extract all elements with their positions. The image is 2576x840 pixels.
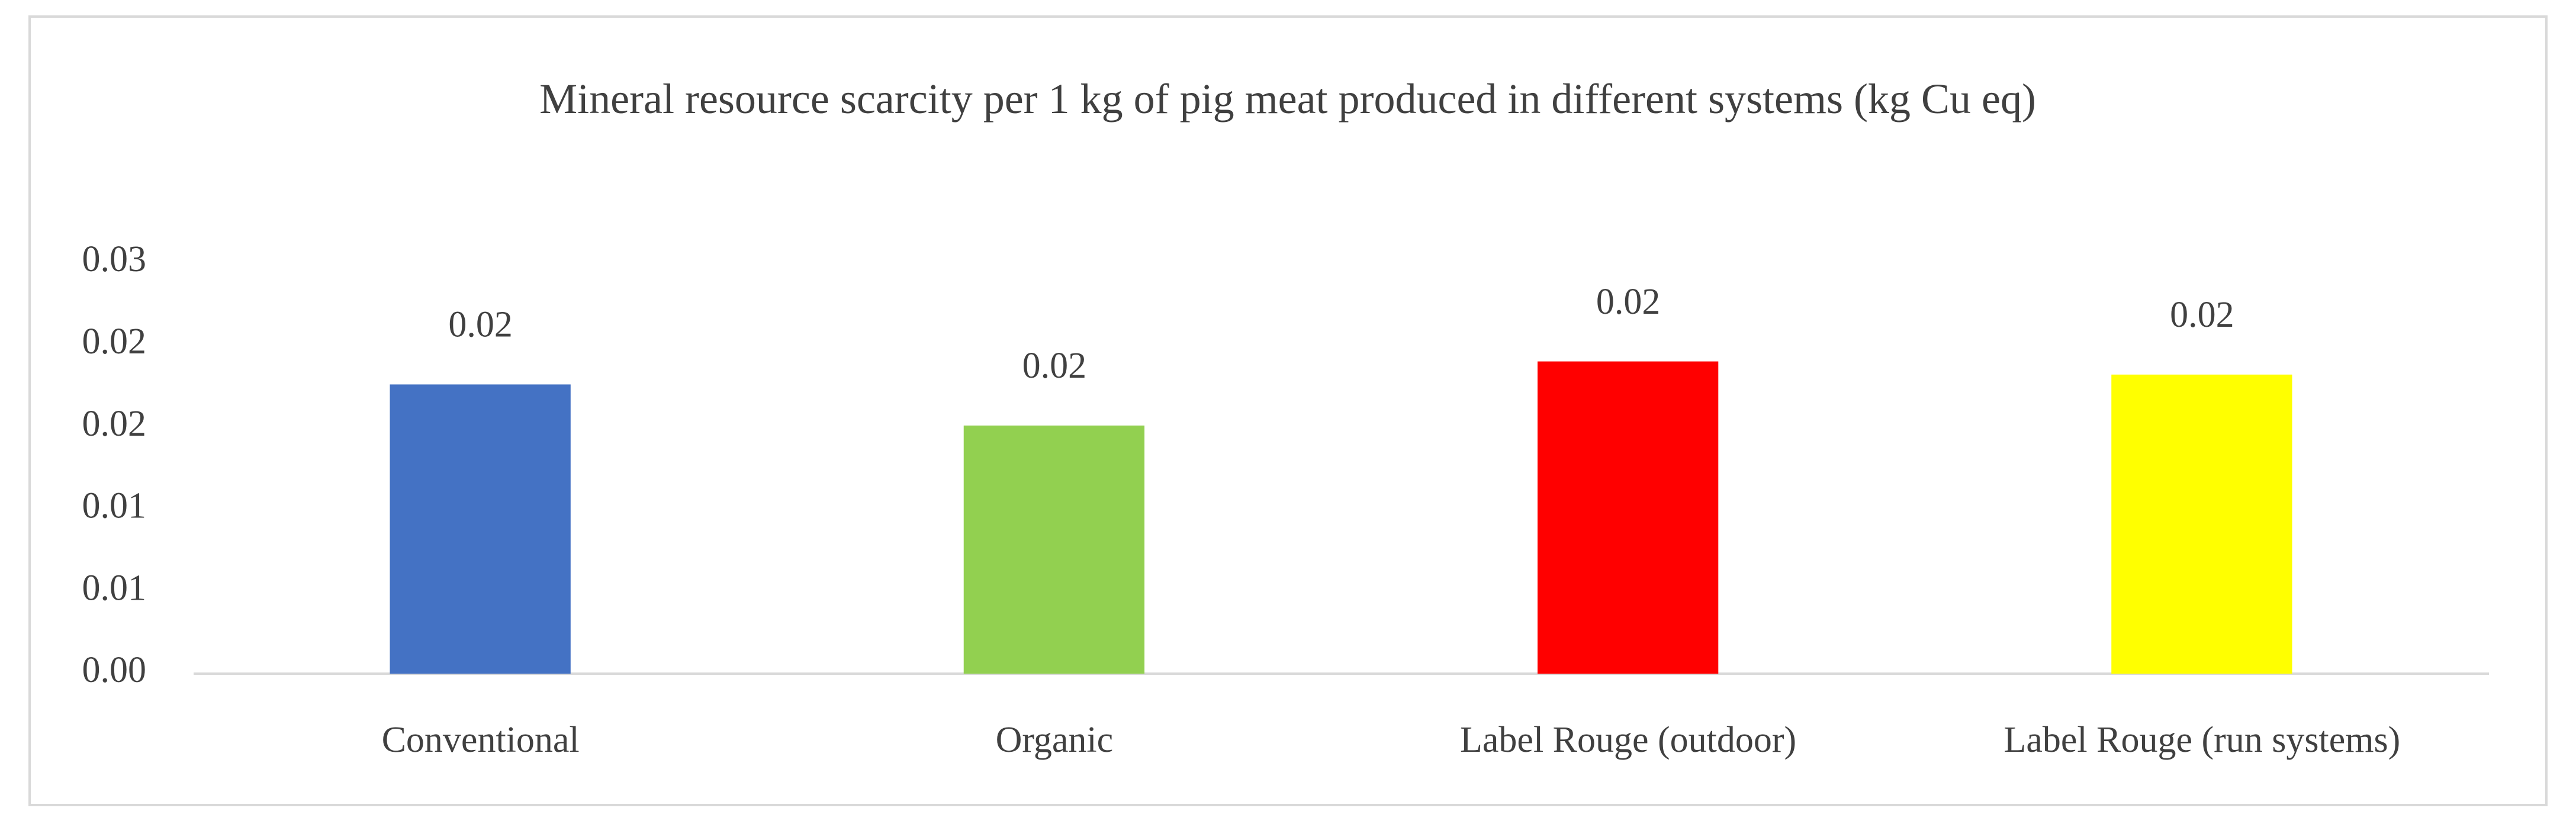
data-label: 0.02 (448, 305, 513, 345)
y-tick-label: 0.03 (82, 239, 147, 279)
bar (390, 384, 571, 674)
x-tick-label: Conventional (382, 720, 580, 760)
y-tick-label: 0.01 (82, 486, 147, 526)
x-tick-label: Label Rouge (outdoor) (1460, 720, 1796, 760)
y-tick-label: 0.02 (82, 404, 147, 444)
y-tick-label: 0.01 (82, 568, 147, 608)
x-tick-label: Organic (996, 720, 1114, 760)
data-label: 0.02 (1596, 282, 1661, 322)
y-tick-label: 0.02 (82, 321, 147, 362)
data-label: 0.02 (1022, 346, 1087, 386)
bar (963, 425, 1145, 674)
y-tick-label: 0.00 (82, 650, 147, 690)
bar (2111, 374, 2292, 674)
chart-title: Mineral resource scarcity per 1 kg of pi… (539, 75, 2036, 123)
data-label: 0.02 (2170, 295, 2234, 335)
bar (1537, 361, 1719, 674)
x-tick-label: Label Rouge (run systems) (2003, 720, 2400, 760)
